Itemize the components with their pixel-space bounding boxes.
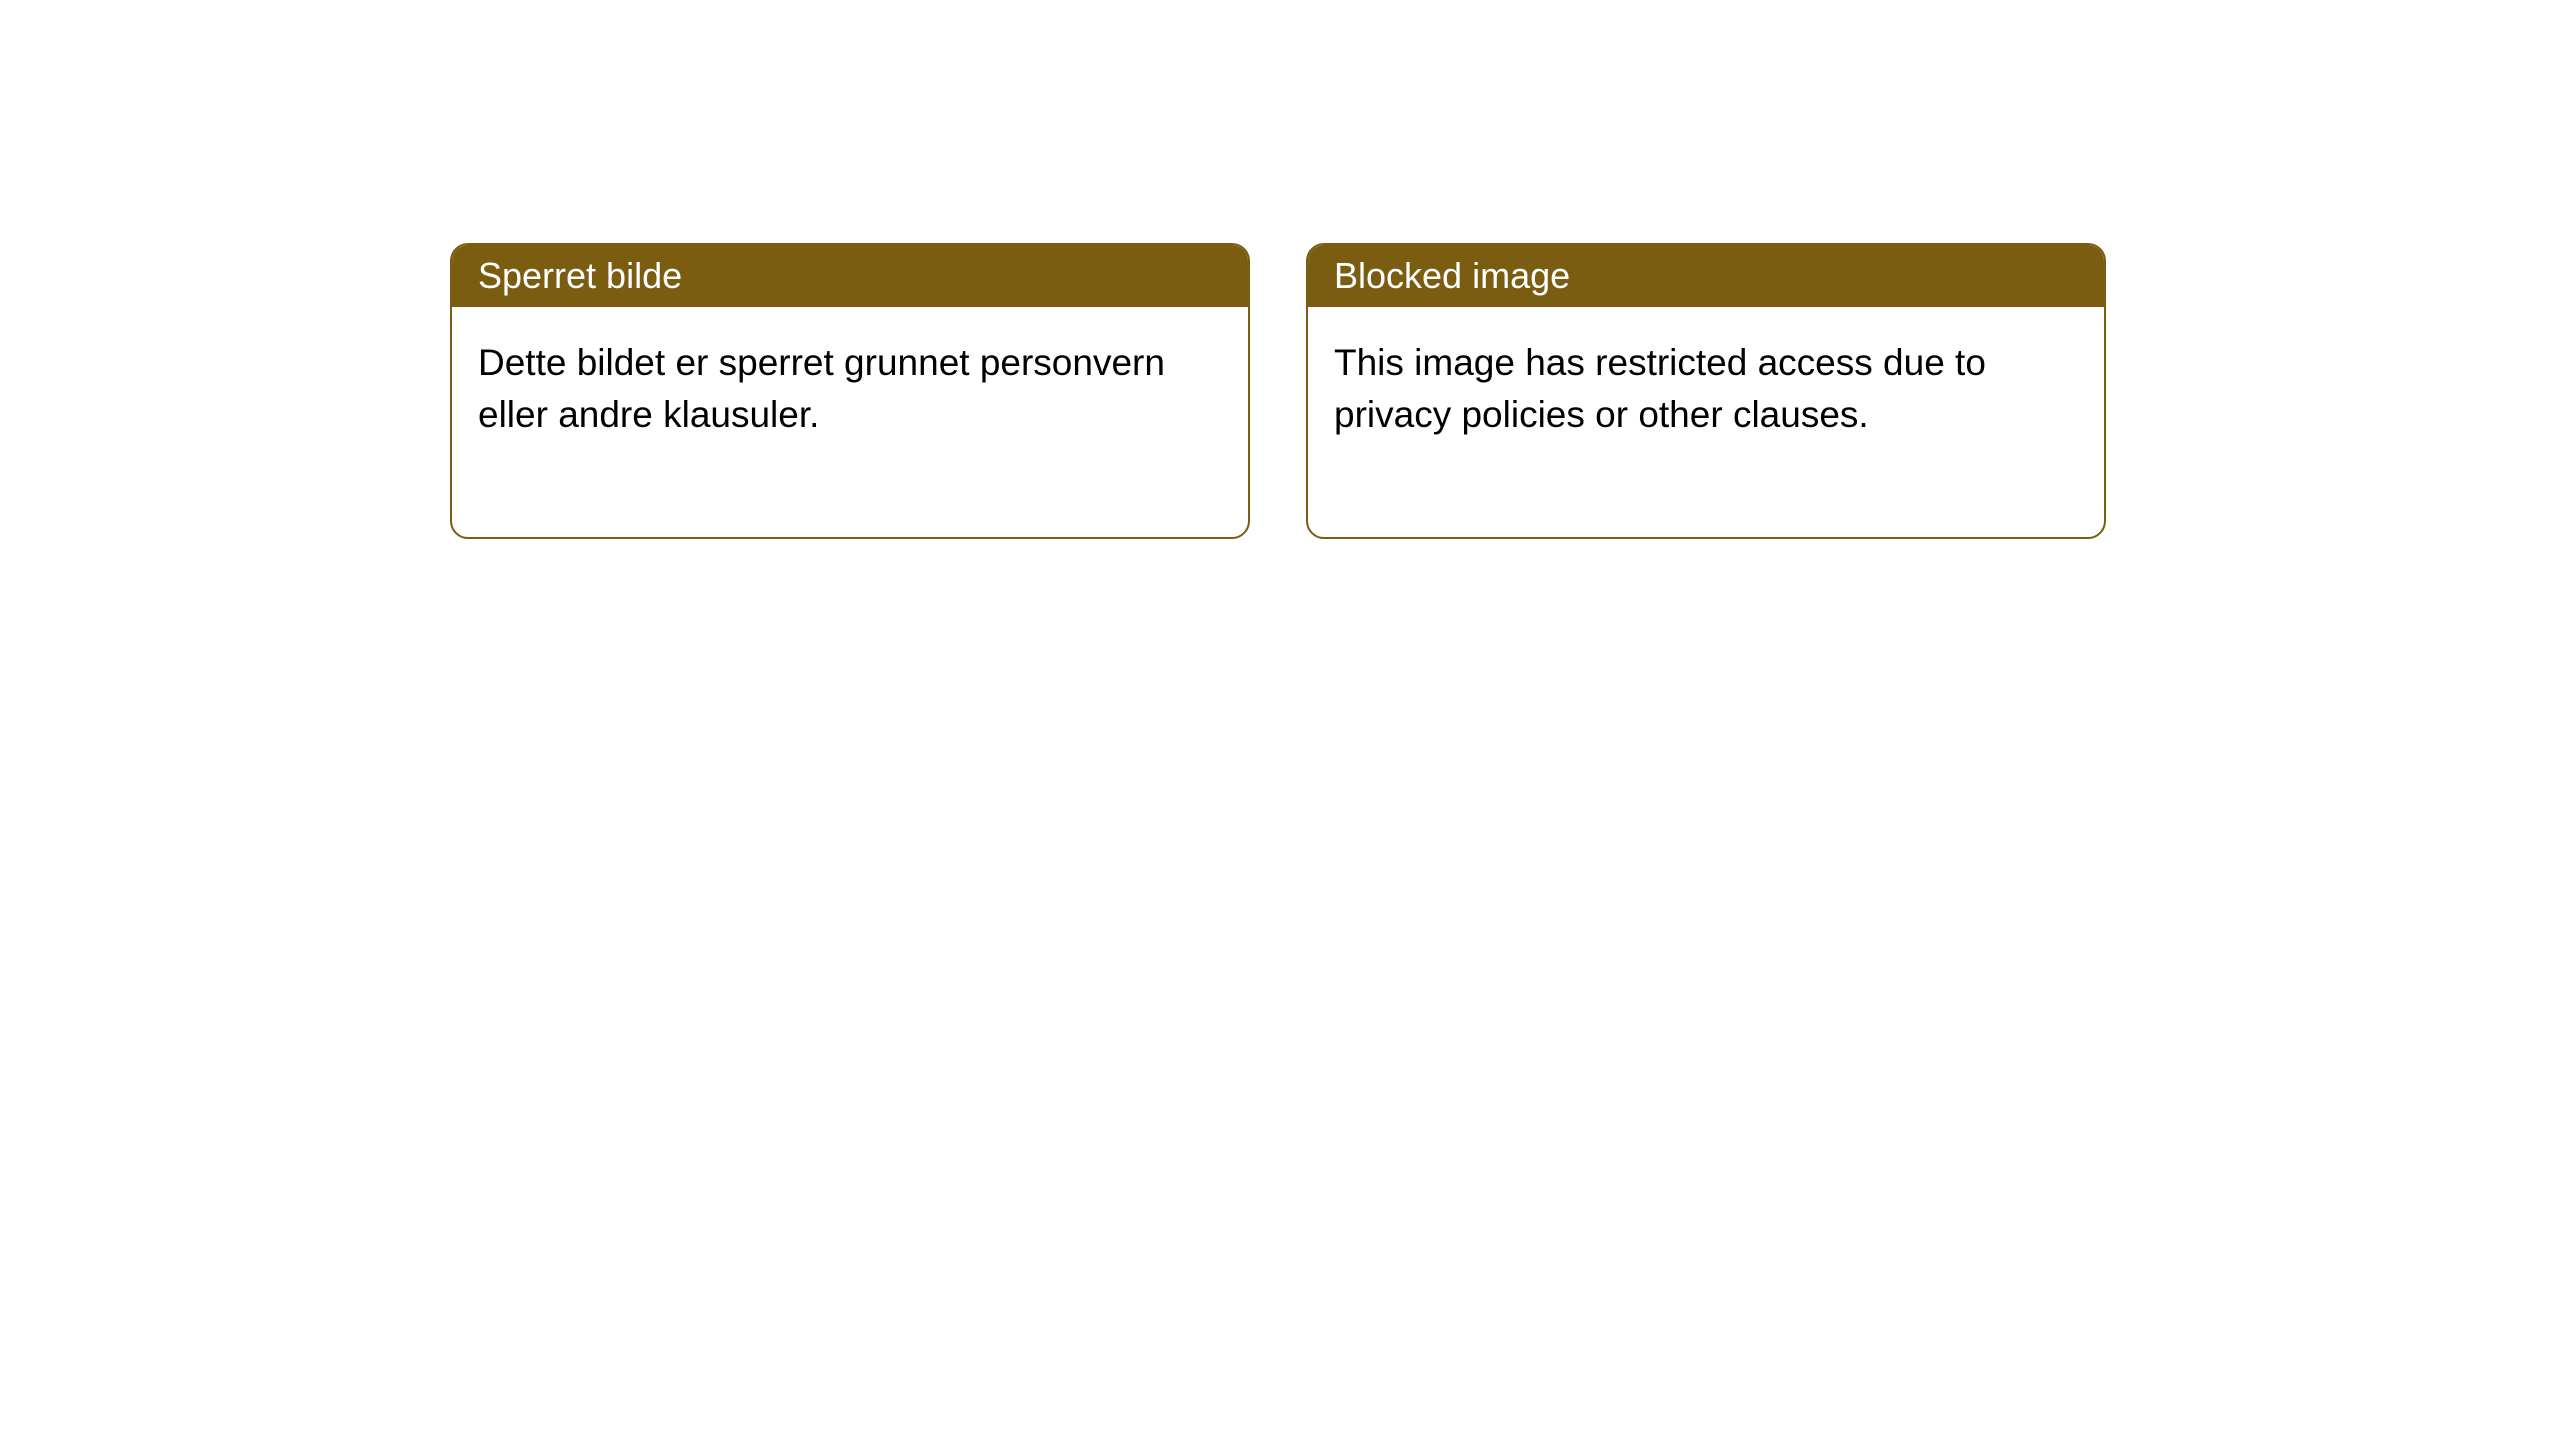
notice-card-text: Dette bildet er sperret grunnet personve…: [478, 342, 1165, 435]
notice-card-header: Sperret bilde: [452, 245, 1248, 307]
notice-card-norwegian: Sperret bilde Dette bildet er sperret gr…: [450, 243, 1250, 539]
notice-card-body: Dette bildet er sperret grunnet personve…: [452, 307, 1248, 537]
notice-card-body: This image has restricted access due to …: [1308, 307, 2104, 537]
notice-card-title: Sperret bilde: [478, 255, 682, 296]
notice-container: Sperret bilde Dette bildet er sperret gr…: [450, 243, 2106, 539]
notice-card-title: Blocked image: [1334, 255, 1570, 296]
notice-card-english: Blocked image This image has restricted …: [1306, 243, 2106, 539]
notice-card-text: This image has restricted access due to …: [1334, 342, 1986, 435]
notice-card-header: Blocked image: [1308, 245, 2104, 307]
